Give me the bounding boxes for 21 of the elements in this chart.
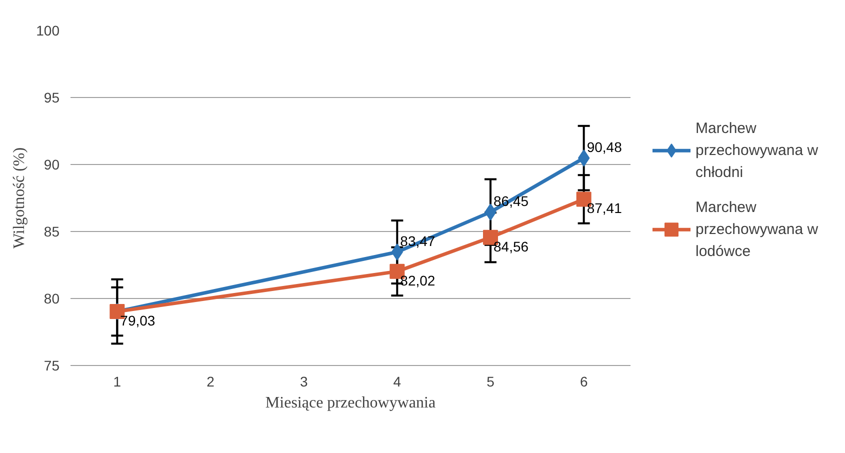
x-axis-title: Miesiące przechowywania bbox=[265, 394, 436, 412]
legend-label: Marchew przechowywana w chłodni bbox=[696, 120, 818, 182]
x-tick-label: 4 bbox=[393, 374, 402, 390]
y-axis-title: Wilgotność (%) bbox=[11, 147, 28, 249]
y-tick-label: 90 bbox=[44, 156, 60, 172]
y-tick-label: 100 bbox=[36, 22, 60, 38]
x-tick-label: 6 bbox=[580, 374, 588, 390]
x-tick-label: 5 bbox=[486, 374, 495, 390]
data-label: 90,48 bbox=[586, 139, 622, 156]
x-tick-label: 2 bbox=[206, 374, 215, 390]
y-tick-label: 75 bbox=[44, 358, 60, 374]
data-label: 82,02 bbox=[400, 272, 436, 288]
data-label: 79,03 bbox=[120, 312, 156, 328]
y-tick-label: 85 bbox=[44, 224, 60, 240]
y-tick-label: 80 bbox=[44, 290, 60, 306]
y-tick-label: 95 bbox=[44, 90, 60, 106]
data-label: 87,41 bbox=[586, 200, 622, 216]
data-label: 84,56 bbox=[494, 238, 529, 254]
legend-label: Marchew przechowywana w lodówce bbox=[696, 198, 818, 260]
x-tick-label: 3 bbox=[300, 374, 308, 390]
x-tick-label: 1 bbox=[113, 374, 122, 390]
